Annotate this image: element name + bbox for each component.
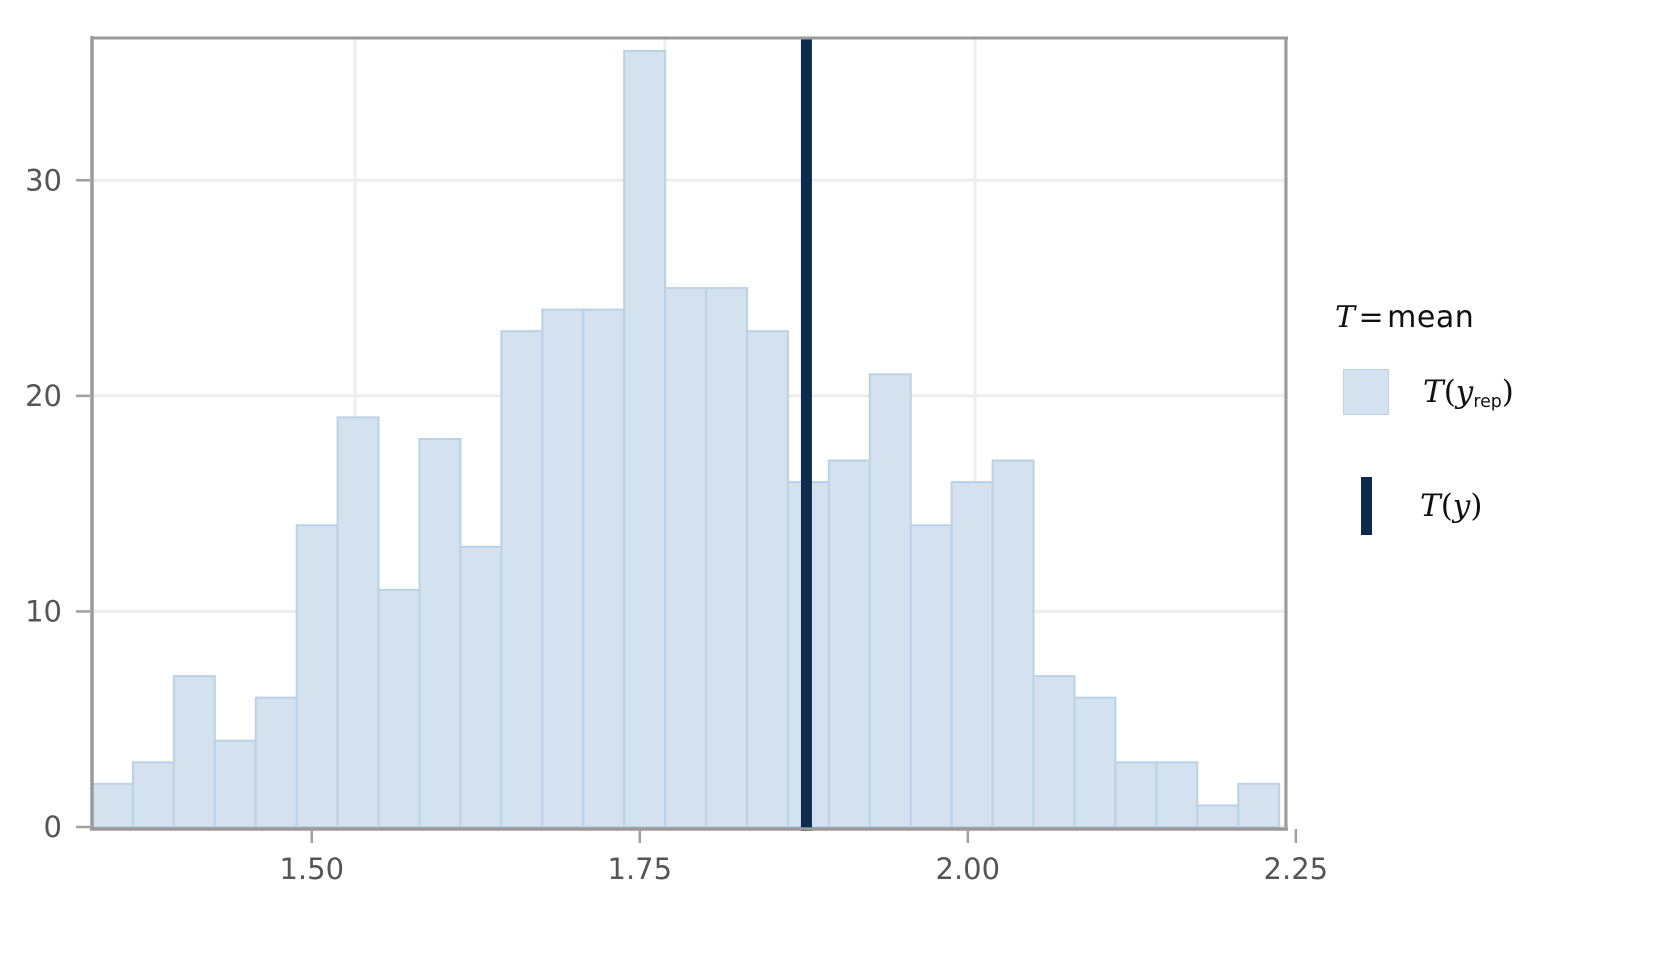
legend-rep-symbol: T <box>1423 374 1444 410</box>
axis-lines <box>90 36 1288 831</box>
x-tick-label: 1.75 <box>608 852 673 886</box>
legend-title-symbol: T <box>1335 300 1356 335</box>
legend-rep-open: ( <box>1443 374 1456 410</box>
legend-rep-close: ) <box>1501 374 1514 410</box>
legend-label-observed: T(y) <box>1420 488 1482 524</box>
legend-swatch-vertical-bar-icon <box>1361 477 1372 535</box>
histogram-bar <box>1073 696 1117 828</box>
histogram-bar <box>459 545 503 828</box>
histogram-bar <box>664 287 708 828</box>
legend-label-replicated: T(yrep) <box>1423 374 1514 412</box>
legend-title: T = mean <box>1335 300 1655 335</box>
histogram-bar <box>172 675 216 828</box>
y-tick-label: 20 <box>25 379 62 413</box>
legend-entry-replicated[interactable]: T(yrep) <box>1335 357 1655 427</box>
legend-obs-close: ) <box>1470 488 1483 524</box>
histogram-bar <box>1114 761 1158 829</box>
histogram-bar <box>909 524 953 828</box>
legend-title-equals: = <box>1358 300 1385 335</box>
histogram-bar <box>213 739 257 829</box>
histogram-bar <box>295 524 339 828</box>
legend: T = mean T(yrep) T(y) <box>1335 300 1655 541</box>
legend-entry-observed[interactable]: T(y) <box>1335 471 1655 541</box>
histogram-bar <box>1237 782 1281 829</box>
histogram-bar <box>131 761 175 829</box>
axis-tick-labels: 1.50 1.75 2.00 2.25 0 10 20 30 <box>25 163 1328 886</box>
y-tick-label: 30 <box>25 163 62 197</box>
legend-rep-subscript: rep <box>1473 391 1502 412</box>
histogram-bar <box>623 49 667 829</box>
axis-ticks <box>76 179 1298 843</box>
legend-swatch-square-icon <box>1343 369 1389 415</box>
x-tick-label: 2.00 <box>936 852 1001 886</box>
histogram-bar <box>705 287 748 828</box>
x-tick-label: 2.25 <box>1264 852 1329 886</box>
legend-obs-var: y <box>1452 488 1471 524</box>
histogram-bar <box>377 588 421 828</box>
legend-obs-symbol: T <box>1420 488 1441 524</box>
legend-obs-open: ( <box>1440 488 1453 524</box>
histogram-bar <box>541 308 585 828</box>
histogram-bar <box>418 437 462 828</box>
histogram-bar <box>745 330 789 828</box>
histogram-bars <box>91 49 1281 829</box>
histogram-bar <box>1155 761 1199 829</box>
legend-title-statistic: mean <box>1387 300 1475 335</box>
histogram-bar <box>336 416 380 828</box>
histogram-bar <box>582 308 626 828</box>
histogram-bar <box>1196 804 1240 829</box>
x-tick-label: 1.50 <box>279 852 344 886</box>
histogram-bar <box>1032 675 1076 828</box>
histogram-bar <box>868 373 912 828</box>
y-tick-label: 10 <box>25 594 62 628</box>
histogram-bar <box>950 481 994 828</box>
histogram-bar <box>991 459 1035 828</box>
histogram-bar <box>91 782 134 829</box>
histogram-bar <box>500 330 544 828</box>
legend-rep-var: y <box>1455 374 1474 410</box>
y-tick-label: 0 <box>44 810 62 844</box>
histogram-bar <box>827 459 871 828</box>
histogram-bar <box>254 696 298 828</box>
